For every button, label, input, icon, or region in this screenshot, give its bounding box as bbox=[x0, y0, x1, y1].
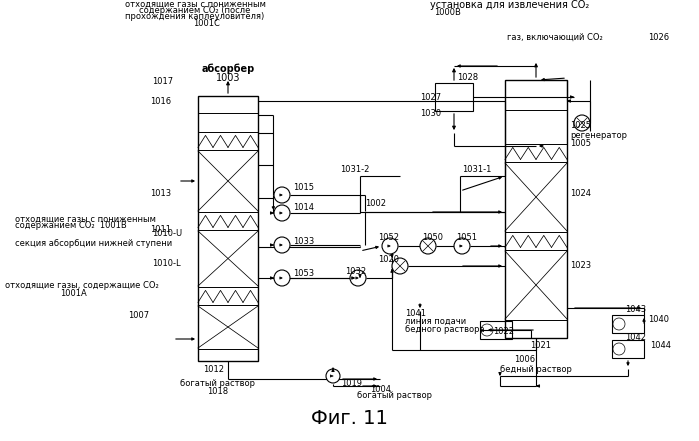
Text: 1014: 1014 bbox=[293, 203, 314, 213]
Text: 1007: 1007 bbox=[128, 311, 149, 321]
Text: 1042: 1042 bbox=[625, 333, 646, 343]
Text: 1030: 1030 bbox=[420, 108, 441, 117]
Text: отходящие газы с пониженным: отходящие газы с пониженным bbox=[15, 214, 156, 224]
Text: 1005: 1005 bbox=[570, 139, 591, 149]
Text: 1032: 1032 bbox=[345, 266, 366, 276]
Text: секция абсорбции нижней ступени: секция абсорбции нижней ступени bbox=[15, 239, 172, 247]
Text: богатый раствор: богатый раствор bbox=[180, 380, 256, 389]
Circle shape bbox=[392, 258, 408, 274]
Text: 1017: 1017 bbox=[152, 76, 173, 86]
Text: отходящие газы с пониженным: отходящие газы с пониженным bbox=[124, 0, 266, 9]
Circle shape bbox=[274, 270, 290, 286]
Circle shape bbox=[274, 237, 290, 253]
Circle shape bbox=[274, 205, 290, 221]
Text: 1002: 1002 bbox=[365, 199, 386, 209]
Text: 1000B: 1000B bbox=[434, 8, 461, 17]
Bar bbox=[480, 321, 512, 339]
Circle shape bbox=[350, 270, 366, 286]
Text: 1044: 1044 bbox=[650, 341, 671, 351]
Circle shape bbox=[420, 238, 436, 254]
Text: 1011: 1011 bbox=[150, 225, 171, 235]
Text: 1051: 1051 bbox=[456, 233, 477, 243]
Text: 1019: 1019 bbox=[341, 380, 362, 389]
Text: 1028: 1028 bbox=[457, 72, 478, 82]
Text: 1012: 1012 bbox=[203, 365, 224, 374]
Bar bbox=[435, 83, 473, 111]
Text: 1024: 1024 bbox=[570, 188, 591, 198]
Text: 1021: 1021 bbox=[530, 341, 551, 351]
Text: 1041: 1041 bbox=[405, 309, 426, 318]
Text: 1043: 1043 bbox=[625, 304, 646, 314]
Circle shape bbox=[454, 238, 470, 254]
Circle shape bbox=[382, 238, 398, 254]
Text: установка для извлечения CO₂: установка для извлечения CO₂ bbox=[430, 0, 589, 10]
Circle shape bbox=[326, 369, 340, 383]
Text: 1010-U: 1010-U bbox=[152, 228, 182, 238]
Text: 1033: 1033 bbox=[293, 236, 315, 246]
Text: 1020: 1020 bbox=[378, 254, 399, 264]
Text: отходящие газы, содержащие CO₂: отходящие газы, содержащие CO₂ bbox=[5, 281, 159, 291]
Circle shape bbox=[613, 318, 625, 330]
Text: бедного раствора: бедного раствора bbox=[405, 325, 484, 333]
Circle shape bbox=[481, 324, 493, 336]
Text: 1006: 1006 bbox=[514, 355, 535, 363]
Text: 1018: 1018 bbox=[208, 386, 229, 396]
Text: 1015: 1015 bbox=[293, 183, 314, 193]
Text: содержанием CO₂  1001B: содержанием CO₂ 1001B bbox=[15, 221, 127, 231]
Text: 1031-2: 1031-2 bbox=[340, 164, 369, 173]
Text: 1031-1: 1031-1 bbox=[462, 164, 491, 173]
Text: 1013: 1013 bbox=[150, 188, 171, 198]
Text: 1001C: 1001C bbox=[194, 19, 220, 28]
Text: 1052: 1052 bbox=[378, 233, 399, 243]
Text: 1022: 1022 bbox=[493, 326, 514, 336]
Text: регенератор: регенератор bbox=[570, 131, 627, 141]
Text: прохождения каплеуловителя): прохождения каплеуловителя) bbox=[125, 12, 265, 21]
Circle shape bbox=[574, 115, 590, 131]
Text: 1023: 1023 bbox=[570, 262, 591, 270]
Text: богатый раствор: богатый раствор bbox=[357, 392, 432, 400]
Text: бедный раствор: бедный раствор bbox=[500, 365, 572, 374]
Bar bbox=[198, 96, 258, 361]
Bar bbox=[505, 80, 567, 338]
Text: линия подачи: линия подачи bbox=[405, 317, 466, 325]
Text: 1040: 1040 bbox=[648, 314, 669, 324]
Circle shape bbox=[613, 343, 625, 355]
Text: 1016: 1016 bbox=[150, 97, 171, 105]
Text: Фиг. 11: Фиг. 11 bbox=[310, 410, 387, 429]
Text: 1053: 1053 bbox=[293, 269, 314, 279]
Text: 1010-L: 1010-L bbox=[152, 258, 180, 268]
Bar bbox=[612, 340, 644, 358]
Text: газ, включающий CO₂: газ, включающий CO₂ bbox=[507, 33, 603, 41]
Text: 1004: 1004 bbox=[370, 385, 391, 393]
Text: 1001A: 1001A bbox=[60, 289, 87, 299]
Text: 1025: 1025 bbox=[570, 122, 591, 131]
Text: 1027: 1027 bbox=[420, 93, 441, 102]
Text: содержанием CO₂ (после: содержанием CO₂ (после bbox=[139, 6, 251, 15]
Text: 1026: 1026 bbox=[648, 33, 669, 41]
Text: абсорбер: абсорбер bbox=[201, 64, 254, 74]
Bar bbox=[612, 315, 644, 333]
Circle shape bbox=[274, 187, 290, 203]
Text: 1003: 1003 bbox=[216, 73, 240, 83]
Text: 1050: 1050 bbox=[422, 233, 443, 243]
